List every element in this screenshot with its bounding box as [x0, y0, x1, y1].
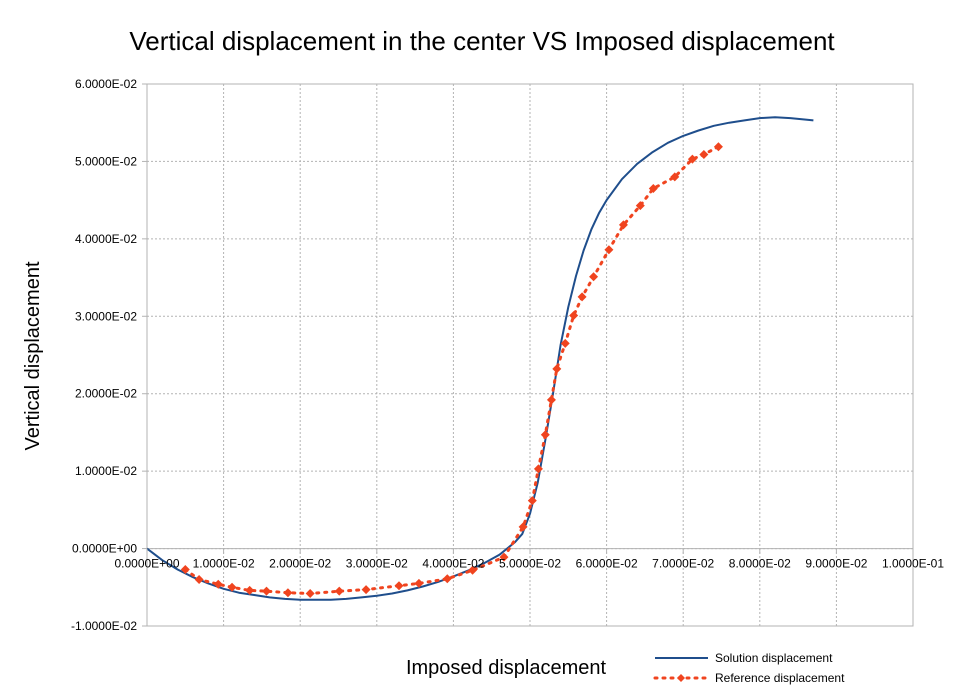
series-line-reference	[183, 145, 720, 596]
reference-point	[261, 586, 271, 596]
x-tick-label: 1.0000E-02	[193, 557, 255, 571]
reference-point	[334, 586, 344, 596]
y-tick-label: 5.0000E-02	[75, 154, 137, 168]
reference-point	[305, 588, 315, 598]
x-axis-title: Imposed displacement	[406, 657, 607, 679]
x-tick-label: 3.0000E-02	[346, 557, 408, 571]
legend-label-reference: Reference displacement	[715, 671, 845, 685]
reference-point	[227, 582, 237, 592]
legend-marker-reference	[677, 674, 685, 682]
reference-point	[670, 172, 680, 182]
reference-point	[687, 154, 697, 164]
reference-point	[194, 575, 204, 585]
reference-point	[699, 149, 709, 159]
reference-point	[499, 552, 509, 562]
reference-point	[546, 395, 556, 405]
y-tick-label: 1.0000E-02	[75, 464, 137, 478]
reference-point	[180, 564, 190, 574]
y-tick-label: 0.0000E+00	[72, 542, 137, 556]
x-tick-label: 1.0000E-01	[882, 557, 944, 571]
reference-point	[533, 464, 543, 474]
y-tick-label: 3.0000E-02	[75, 309, 137, 323]
reference-point	[560, 338, 570, 348]
reference-point	[283, 588, 293, 598]
y-axis-title: Vertical displacement	[22, 261, 44, 450]
y-tick-label: 6.0000E-02	[75, 77, 137, 91]
x-tick-label: 9.0000E-02	[805, 557, 867, 571]
y-tick-label: -1.0000E-02	[71, 619, 137, 633]
legend: Solution displacement Reference displace…	[653, 651, 845, 685]
reference-point	[414, 578, 424, 588]
x-tick-label: 5.0000E-02	[499, 557, 561, 571]
grid	[147, 84, 913, 626]
y-axis: -1.0000E-02 0.0000E+00 1.0000E-02 2.0000E-0…	[71, 77, 147, 633]
reference-point	[394, 581, 404, 591]
reference-point	[540, 430, 550, 440]
reference-point	[589, 272, 599, 282]
reference-point	[648, 184, 658, 194]
x-tick-label: 7.0000E-02	[652, 557, 714, 571]
reference-point	[569, 311, 579, 321]
y-tick-label: 2.0000E-02	[75, 387, 137, 401]
x-axis: 0.0000E+00 1.0000E-02 2.0000E-02 3.0000E-02…	[114, 548, 944, 571]
reference-point	[518, 522, 528, 532]
reference-point	[618, 220, 628, 230]
y-tick-label: 4.0000E-02	[75, 232, 137, 246]
reference-point	[361, 585, 371, 595]
reference-point	[577, 292, 587, 302]
reference-point	[527, 496, 537, 506]
reference-point	[468, 565, 478, 575]
reference-point	[604, 245, 614, 255]
reference-point	[635, 201, 645, 211]
x-tick-label: 2.0000E-02	[269, 557, 331, 571]
series-line-solution	[146, 116, 814, 601]
reference-point	[552, 364, 562, 374]
chart-title: Vertical displacement in the center VS I…	[129, 26, 835, 56]
reference-point	[713, 142, 723, 152]
reference-point	[245, 585, 255, 595]
legend-label-solution: Solution displacement	[715, 651, 833, 665]
plot-frame	[146, 83, 914, 627]
x-tick-label: 6.0000E-02	[576, 557, 638, 571]
reference-point	[442, 574, 452, 584]
x-tick-label: 8.0000E-02	[729, 557, 791, 571]
series-lines	[146, 116, 814, 601]
x-tick-label: 4.0000E-02	[422, 557, 484, 571]
x-tick-label: 0.0000E+00	[114, 557, 179, 571]
reference-point	[213, 579, 223, 589]
